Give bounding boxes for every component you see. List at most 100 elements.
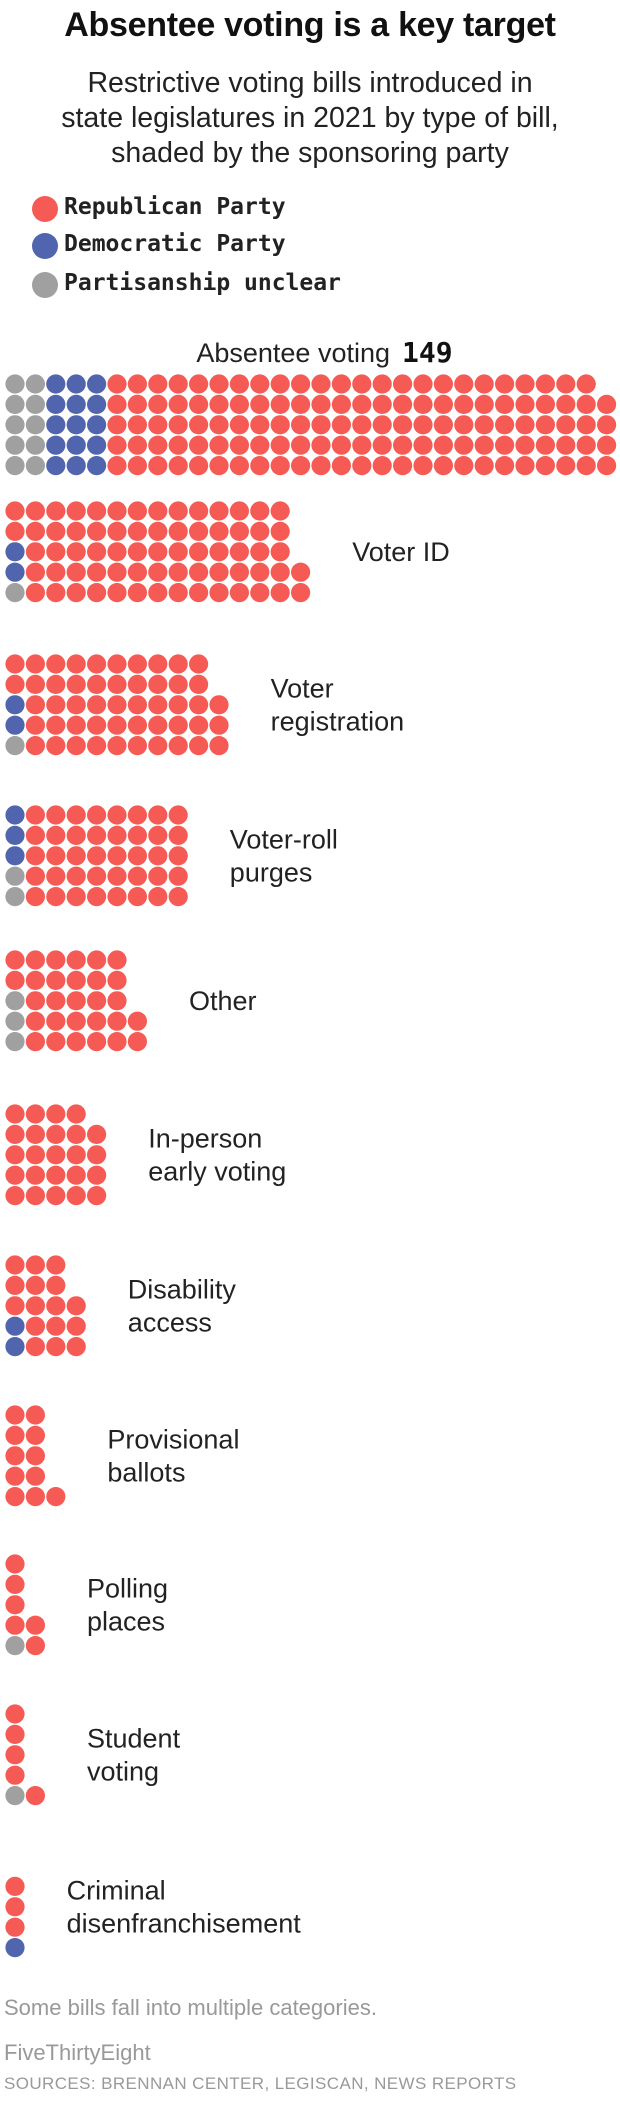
waffle-dot [127,562,147,582]
waffle-dot [46,970,66,991]
waffle-dot [433,435,453,455]
waffle-dot [5,1124,25,1144]
waffle-dot [209,542,229,562]
waffle-dot [393,394,413,414]
waffle-dot [25,501,45,521]
waffle-dot [352,456,372,476]
waffle-dot [46,456,66,476]
waffle-dot [372,456,392,476]
waffle-dot [209,394,229,414]
waffle-dot [46,887,66,907]
waffle-dot [495,456,515,476]
waffle-dot [331,374,351,394]
waffle-dot [25,866,45,886]
waffle-dot [393,415,413,435]
waffle-dot [66,1032,86,1052]
waffle-dot [5,1466,25,1486]
waffle-dot [311,374,331,394]
category-label-criminal-disenfranchisement-line-1: Criminal [67,1875,166,1905]
waffle-dot [291,435,311,455]
waffle-dot [127,825,147,845]
waffle-dot [148,374,168,394]
waffle-dot [5,950,25,970]
waffle-dot [25,415,45,435]
waffle-dot [107,415,127,435]
waffle-dot [66,715,86,735]
waffle-dot [107,950,127,970]
waffle-dot [87,415,107,435]
waffle-dot [87,1145,107,1165]
waffle-dot [66,991,86,1011]
waffle-dot [189,583,209,603]
waffle-dot [5,715,25,735]
waffle-dot [148,521,168,541]
category-label-in-person-early-voting-line-1: In-person [148,1123,262,1153]
waffle-dot [270,542,290,562]
waffle-dot [331,415,351,435]
waffle-dot [576,456,596,476]
waffle-dot [87,374,107,394]
waffle-dot [66,1011,86,1031]
waffle-dot [5,456,25,476]
waffle-dot [66,542,86,562]
waffle-dot [107,736,127,756]
waffle-dot [25,1466,45,1486]
waffle-dot [66,501,86,521]
waffle-dot [270,583,290,603]
waffle-dot [270,415,290,435]
waffle-dot [291,394,311,414]
waffle-dot [46,736,66,756]
waffle-dot [189,695,209,715]
waffle-dot [250,374,270,394]
waffle-dot [87,866,107,886]
waffle-dot [393,435,413,455]
waffle-dot [127,887,147,907]
waffle-dot [5,887,25,907]
waffle-dot [25,715,45,735]
waffle-dot [168,736,188,756]
waffle-dot [46,1186,66,1206]
waffle-dot [25,825,45,845]
waffle-dot [66,1124,86,1144]
waffle-dot [454,456,474,476]
waffle-dot [107,394,127,414]
waffle-dot [25,562,45,582]
waffle-dot [291,562,311,582]
waffle-dot [66,521,86,541]
waffle-dot [495,394,515,414]
waffle-dot [372,415,392,435]
waffle-dot [515,394,535,414]
waffle-dot [5,435,25,455]
waffle-dot [5,1917,25,1937]
waffle-dot [229,501,249,521]
waffle-dot [250,542,270,562]
waffle-dot [127,1032,147,1052]
waffle-dot [535,435,556,455]
waffle-dot [46,1337,66,1357]
category-label-student-voting-line-2: voting [87,1756,159,1786]
waffle-dot [209,583,229,603]
waffle-dot [25,654,45,674]
chart-sources: SOURCES: BRENNAN CENTER, LEGISCAN, NEWS … [4,2074,517,2093]
waffle-dot [25,1636,45,1656]
waffle-dot [87,435,107,455]
waffle-dot [209,435,229,455]
waffle-dot [597,415,617,435]
waffle-dot [270,394,290,414]
waffle-dot [5,1104,25,1124]
waffle-dot [597,394,617,414]
waffle-dot [66,1165,86,1185]
waffle-dot [148,562,168,582]
waffle-dot [46,654,66,674]
category-label-voter-id: Voter ID [352,537,450,567]
category-label-polling-places-line-1: Polling [87,1573,168,1603]
waffle-dot [46,1255,66,1275]
waffle-dot [87,1011,107,1031]
waffle-dot [189,435,209,455]
waffle-dot [5,1487,25,1507]
category-label-polling-places-line-2: places [87,1606,165,1636]
waffle-dot [148,542,168,562]
waffle-dot [148,654,168,674]
waffle-dot [168,415,188,435]
